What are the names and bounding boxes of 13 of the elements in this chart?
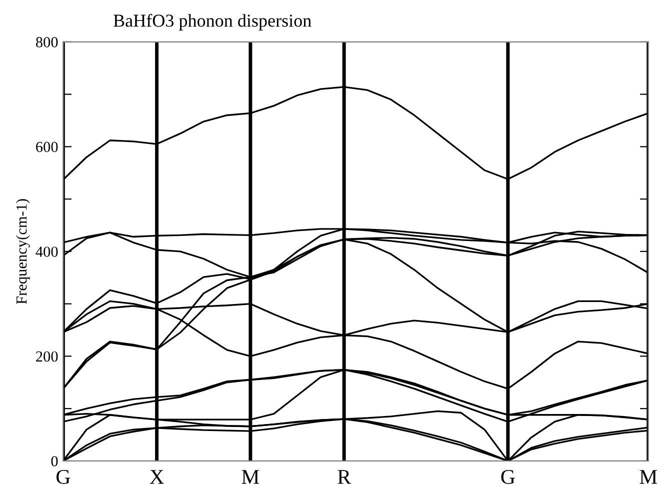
x-tick-label: M xyxy=(640,470,658,484)
y-tick-label: 0 xyxy=(51,456,58,466)
chart-title: BaHfO3 phonon dispersion xyxy=(114,14,312,30)
y-tick-label: 800 xyxy=(36,37,58,48)
y-tick-label: 600 xyxy=(36,142,58,152)
x-tick-label: M xyxy=(242,470,260,484)
x-tick-label: G xyxy=(56,470,70,484)
x-tick-label: G xyxy=(501,470,515,484)
x-tick-label: X xyxy=(150,470,164,484)
y-tick-label: 400 xyxy=(36,246,58,257)
y-axis-title: Frequency(cm-1) xyxy=(16,199,30,304)
x-tick-label: R xyxy=(338,470,351,484)
y-tick-label: 200 xyxy=(36,351,58,362)
